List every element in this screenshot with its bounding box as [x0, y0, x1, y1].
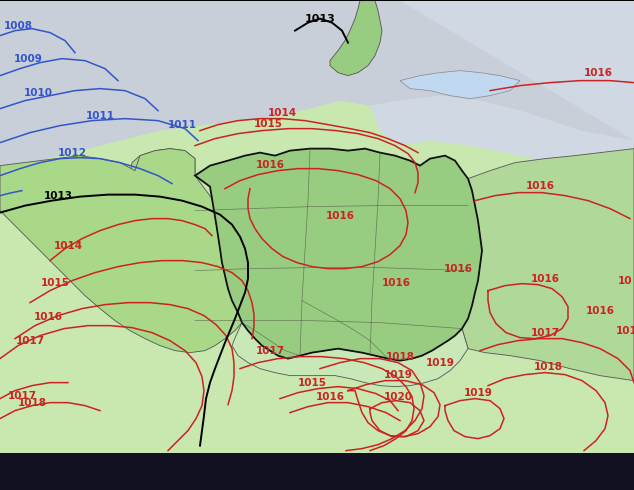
Text: 1018: 1018: [385, 352, 415, 362]
Text: 1014: 1014: [53, 241, 82, 250]
Text: 1015: 1015: [254, 119, 283, 129]
Text: 1016: 1016: [583, 68, 612, 77]
Text: 1010: 1010: [23, 88, 53, 98]
Text: 1011: 1011: [86, 111, 115, 121]
Text: 1017: 1017: [8, 391, 37, 401]
Text: 1014: 1014: [268, 108, 297, 118]
Polygon shape: [370, 0, 634, 181]
Text: 1015: 1015: [41, 278, 70, 288]
Text: 1019: 1019: [384, 369, 413, 380]
Text: Surface pressure [hPa] ECMWF: Surface pressure [hPa] ECMWF: [6, 461, 221, 475]
Polygon shape: [0, 0, 634, 166]
Polygon shape: [400, 71, 520, 98]
Text: 1017: 1017: [256, 345, 285, 356]
Polygon shape: [232, 322, 468, 387]
Text: 1016: 1016: [316, 392, 344, 402]
Text: 1013: 1013: [44, 191, 72, 200]
Text: 1016: 1016: [526, 181, 555, 191]
Polygon shape: [330, 0, 382, 75]
Polygon shape: [0, 148, 242, 353]
Text: 1016: 1016: [256, 160, 285, 170]
Text: 1009: 1009: [13, 53, 42, 64]
Text: 10: 10: [618, 275, 632, 286]
Text: 1016: 1016: [444, 264, 472, 273]
Text: 1008: 1008: [4, 21, 32, 30]
Text: 1016: 1016: [382, 278, 410, 288]
Text: 1019: 1019: [425, 358, 455, 368]
Text: 1018: 1018: [18, 397, 46, 408]
Text: 1013: 1013: [304, 14, 335, 24]
Polygon shape: [130, 148, 195, 191]
Text: 1015: 1015: [297, 378, 327, 388]
Text: 1016: 1016: [34, 312, 63, 321]
Text: 1020: 1020: [384, 392, 413, 402]
Text: 1016: 1016: [325, 211, 354, 220]
Text: ©weatheronline.co.uk: ©weatheronline.co.uk: [496, 478, 628, 490]
Text: 1017: 1017: [531, 328, 560, 338]
Text: 1016: 1016: [586, 306, 614, 316]
Text: 1016: 1016: [531, 273, 559, 284]
Text: 1019: 1019: [463, 388, 493, 397]
Text: 1017: 1017: [616, 326, 634, 336]
Text: 1011: 1011: [167, 120, 197, 130]
Text: Fr 07-06-2024 18:00 UTC (06+84): Fr 07-06-2024 18:00 UTC (06+84): [393, 461, 628, 475]
Text: 1012: 1012: [58, 147, 86, 158]
Text: 1017: 1017: [15, 336, 44, 345]
Text: 1018: 1018: [533, 362, 562, 371]
Polygon shape: [462, 148, 634, 381]
Polygon shape: [195, 148, 482, 361]
